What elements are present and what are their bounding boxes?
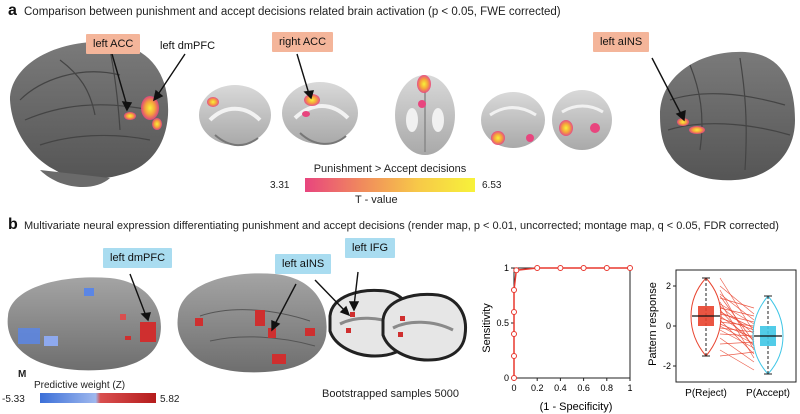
roc-point [511, 287, 517, 293]
lateral-render-brain [177, 273, 327, 373]
colorbar-a-title: Punishment > Accept decisions [313, 163, 467, 175]
roc-xlabel: (1 - Specificity) [540, 401, 613, 413]
colorbar-b-max: 5.82 [160, 394, 180, 405]
violin-ylabel: Pattern response [647, 282, 659, 366]
panel-b-arrows [129, 271, 360, 332]
roc-ytick-label: 0 [504, 373, 509, 383]
panel-b-heading: Multivariate neural expression different… [24, 220, 779, 232]
label-left-dmpfc-b: left dmPFC [103, 248, 173, 268]
roc-xtick-label: 0 [511, 383, 516, 393]
colorbar-b [40, 393, 156, 403]
panel-a-heading: Comparison between punishment and accept… [24, 6, 561, 18]
paired-line [719, 337, 755, 363]
paired-line [719, 319, 755, 355]
roc-frame [513, 267, 631, 379]
bootstrap-text: Bootstrapped samples 5000 [322, 388, 459, 400]
roc-point [603, 265, 610, 271]
violin-ytick-label: 0 [666, 321, 671, 331]
violin-category-label: P(Accept) [746, 388, 790, 399]
paired-line [719, 313, 755, 323]
sagittal-slice-1 [199, 85, 271, 147]
paired-line [719, 285, 755, 315]
colorbar-a-max: 6.53 [482, 180, 502, 191]
axial-slice [395, 75, 455, 155]
paired-line [719, 277, 755, 333]
roc-point [511, 375, 517, 381]
paired-line [719, 329, 755, 349]
panel-a-letter: a [8, 2, 17, 19]
paired-line [719, 349, 755, 371]
violin-ytick-label: 2 [666, 281, 671, 291]
roc-point [511, 309, 517, 315]
coronal-slice-2 [552, 90, 612, 150]
label-left-dmpfc-a: left dmPFC [160, 40, 216, 52]
roc-point [534, 265, 541, 271]
roc-ytick-label: 1 [504, 263, 509, 273]
roc-point [557, 265, 564, 271]
paired-line [719, 293, 755, 321]
right-lateral-brain [660, 51, 795, 181]
colorbar-a-axis: T - value [355, 194, 398, 206]
roc-xtick-label: 0.4 [554, 383, 567, 393]
sagittal-slice-2 [282, 82, 358, 145]
label-left-ains-b: left aINS [275, 254, 332, 274]
roc-point [513, 267, 520, 274]
roc-point [580, 265, 587, 271]
roc-xtick-label: 0.8 [601, 383, 614, 393]
colorbar-b-marker: M [18, 369, 27, 380]
colorbar-b-title: Predictive weight (Z) [34, 380, 126, 391]
roc-xtick-label: 0.6 [577, 383, 590, 393]
paired-line [719, 297, 755, 309]
paired-line [719, 351, 755, 357]
roc-ytick-label: 0.5 [496, 318, 509, 328]
roc-chart: Sensitivity (1 - Specificity) ACC = 0.78… [481, 263, 633, 413]
roc-point [511, 353, 517, 359]
paired-line [719, 321, 755, 327]
label-left-ains-a: left aINS [593, 32, 650, 52]
medial-render-brain [7, 277, 161, 371]
panel-b-letter: b [8, 216, 18, 233]
left-medial-brain [10, 41, 169, 188]
colorbar-a [305, 178, 475, 192]
paired-line [719, 295, 755, 343]
panel-b-brains [7, 271, 468, 373]
label-left-acc: left ACC [86, 34, 141, 54]
violin-frame [675, 269, 797, 383]
violin-chart: Pattern response *** -202P(Reject)P(Acce… [647, 269, 797, 399]
roc-point [627, 265, 633, 271]
panel-a-brains [10, 41, 795, 188]
paired-line [719, 341, 755, 345]
panel-a-arrows [111, 53, 686, 122]
paired-line [719, 307, 755, 317]
paired-line [719, 333, 755, 337]
roc-xtick-label: 1 [627, 383, 632, 393]
roc-point [511, 331, 517, 337]
paired-line [719, 327, 755, 333]
roc-xtick-label: 0.2 [531, 383, 544, 393]
colorbar-b-min: -5.33 [2, 394, 25, 405]
label-right-acc: right ACC [272, 32, 334, 52]
colorbar-a-min: 3.31 [270, 180, 290, 191]
coronal-slice-1 [481, 92, 545, 148]
violin-category-label: P(Reject) [685, 388, 727, 399]
label-left-ifg: left IFG [345, 238, 396, 258]
violin-ytick-label: -2 [663, 361, 671, 371]
montage-slices [328, 288, 468, 362]
roc-ylabel: Sensitivity [481, 303, 493, 353]
